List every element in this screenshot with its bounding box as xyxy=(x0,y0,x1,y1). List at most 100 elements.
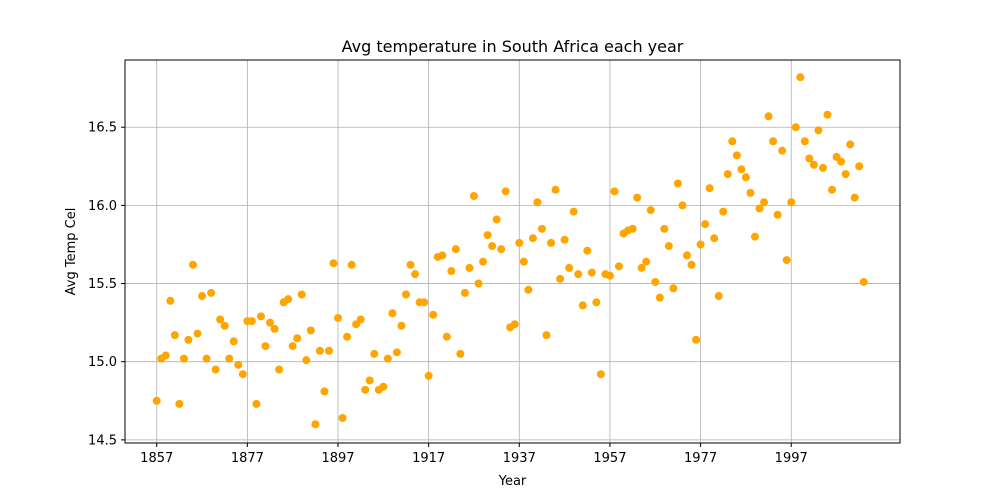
data-point xyxy=(782,256,791,265)
data-point xyxy=(710,234,719,243)
data-point xyxy=(728,137,737,146)
data-point xyxy=(469,192,478,201)
data-point xyxy=(451,245,460,254)
data-point xyxy=(610,187,619,196)
data-point xyxy=(587,268,596,277)
data-point xyxy=(791,123,800,132)
data-point xyxy=(519,257,528,266)
data-point xyxy=(615,262,624,271)
data-point xyxy=(760,198,769,207)
y-tick-label: 16.5 xyxy=(88,121,117,136)
data-point xyxy=(687,260,696,269)
data-point xyxy=(673,179,682,188)
data-point xyxy=(682,251,691,260)
data-point xyxy=(750,232,759,241)
data-point xyxy=(216,315,225,324)
data-point xyxy=(547,238,556,247)
data-point xyxy=(284,295,293,304)
data-point xyxy=(152,396,161,405)
x-tick-label: 1937 xyxy=(503,451,536,466)
data-point xyxy=(778,146,787,155)
x-tick-label: 1897 xyxy=(321,451,354,466)
data-point xyxy=(773,210,782,219)
y-tick-label: 15.0 xyxy=(88,355,117,370)
data-point xyxy=(828,185,837,194)
data-point xyxy=(166,296,175,305)
data-point xyxy=(320,387,329,396)
data-point xyxy=(311,420,320,429)
data-point xyxy=(497,245,506,254)
data-point xyxy=(365,376,374,385)
data-point xyxy=(483,231,492,240)
data-point xyxy=(755,204,764,213)
data-point xyxy=(642,257,651,266)
y-axis-ticks: 14.5 15.0 15.5 16.0 16.5 xyxy=(88,121,125,448)
data-point xyxy=(569,207,578,216)
data-point xyxy=(238,370,247,379)
data-point xyxy=(370,349,379,358)
data-point xyxy=(637,263,646,272)
data-point xyxy=(225,354,234,363)
data-point xyxy=(266,318,275,327)
data-point xyxy=(660,224,669,233)
data-point xyxy=(818,163,827,172)
data-point xyxy=(361,385,370,394)
data-point xyxy=(823,110,832,119)
y-tick-label: 14.5 xyxy=(88,433,117,448)
data-point xyxy=(193,329,202,338)
data-point xyxy=(524,285,533,294)
data-point xyxy=(805,154,814,163)
data-point xyxy=(719,207,728,216)
data-point xyxy=(578,301,587,310)
data-point xyxy=(814,126,823,135)
data-point xyxy=(560,235,569,244)
data-point xyxy=(388,309,397,318)
data-point xyxy=(846,140,855,149)
data-point xyxy=(220,321,229,330)
data-point xyxy=(411,270,420,279)
data-point xyxy=(447,267,456,276)
data-point xyxy=(392,348,401,357)
x-tick-label: 1997 xyxy=(775,451,808,466)
data-point xyxy=(533,198,542,207)
data-point xyxy=(297,290,306,299)
data-point xyxy=(324,346,333,355)
data-point xyxy=(492,215,501,224)
data-point xyxy=(855,162,864,171)
data-point xyxy=(528,234,537,243)
data-point xyxy=(383,354,392,363)
data-point xyxy=(442,332,451,341)
data-point xyxy=(315,346,324,355)
data-point xyxy=(583,246,592,255)
data-point xyxy=(275,365,284,374)
data-point xyxy=(293,334,302,343)
grid xyxy=(125,60,900,443)
data-point xyxy=(270,324,279,333)
x-tick-label: 1957 xyxy=(593,451,626,466)
data-point xyxy=(574,270,583,279)
data-point xyxy=(841,170,850,179)
data-point xyxy=(207,288,216,297)
data-point xyxy=(256,312,265,321)
data-point xyxy=(701,220,710,229)
data-point xyxy=(837,157,846,166)
data-point xyxy=(556,274,565,283)
data-point xyxy=(347,260,356,269)
data-point xyxy=(424,371,433,380)
data-point xyxy=(161,351,170,360)
data-point xyxy=(397,321,406,330)
data-point xyxy=(474,279,483,288)
data-point xyxy=(850,193,859,202)
data-point xyxy=(252,399,261,408)
x-tick-label: 1977 xyxy=(684,451,717,466)
data-point xyxy=(796,73,805,82)
data-point xyxy=(692,335,701,344)
data-point xyxy=(628,224,637,233)
data-point xyxy=(714,292,723,301)
data-point xyxy=(809,160,818,169)
data-point xyxy=(732,151,741,160)
data-point xyxy=(764,112,773,121)
data-point xyxy=(306,326,315,335)
data-point xyxy=(596,370,605,379)
